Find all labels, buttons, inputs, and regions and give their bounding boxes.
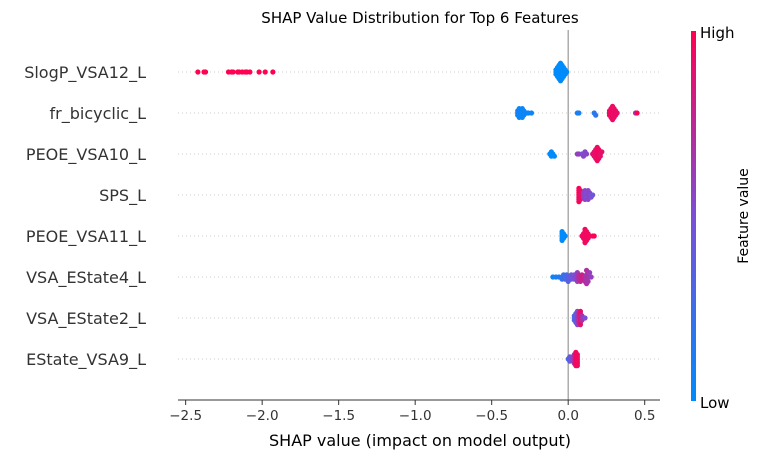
x-tick-label: 0.5 <box>634 408 655 424</box>
feature-row-guides <box>178 71 660 360</box>
x-tick-label: −1.5 <box>322 408 355 424</box>
shap-point <box>574 352 580 358</box>
x-axis-label: SHAP value (impact on model output) <box>269 431 571 450</box>
shap-point <box>202 69 209 75</box>
shap-point <box>262 69 268 75</box>
shap-point <box>591 233 597 239</box>
shap-point <box>583 151 590 157</box>
shap-point <box>528 110 535 116</box>
shap-point <box>551 153 558 159</box>
feature-label: PEOE_VSA10_L <box>26 145 146 165</box>
shap-point <box>247 69 253 75</box>
shap-point <box>577 308 584 314</box>
shap-point <box>597 153 603 159</box>
shap-point <box>195 69 201 75</box>
colorbar-title: Feature value <box>736 168 752 264</box>
x-tick-label: −2.5 <box>169 408 202 424</box>
shap-point <box>634 110 640 116</box>
shap-point <box>590 192 596 198</box>
shap-point <box>574 363 580 369</box>
shap-point <box>585 278 591 284</box>
feature-label: PEOE_VSA11_L <box>26 227 146 247</box>
shap-point <box>582 315 588 321</box>
feature-label: SPS_L <box>99 186 146 206</box>
x-axis-ticks: −2.5 −2.0 −1.5 −1.0 −0.5 0.0 0.5 <box>169 400 655 424</box>
colorbar <box>691 31 696 401</box>
feature-labels: SlogP_VSA12_L fr_bicyclic_L PEOE_VSA10_L SP… <box>24 63 146 370</box>
shap-point <box>270 69 276 75</box>
feature-label: fr_bicyclic_L <box>50 104 147 124</box>
feature-label: EState_VSA9_L <box>26 350 146 370</box>
shap-point <box>588 274 594 280</box>
feature-label: VSA_EState4_L <box>26 268 146 288</box>
shap-point <box>599 149 605 155</box>
shap-point <box>587 270 593 276</box>
shap-point <box>230 69 236 75</box>
colorbar-low-label: Low <box>700 394 730 412</box>
feature-label: SlogP_VSA12_L <box>24 63 146 83</box>
x-tick-label: −2.0 <box>246 408 279 424</box>
shap-point <box>577 322 584 328</box>
shap-point <box>562 233 568 239</box>
chart-title: SHAP Value Distribution for Top 6 Featur… <box>261 9 579 27</box>
shap-point <box>256 69 262 75</box>
shap-point <box>576 110 582 116</box>
feature-label: VSA_EState2_L <box>26 309 146 329</box>
shap-point <box>593 112 599 118</box>
shap-point <box>564 69 570 75</box>
x-tick-label: 0.0 <box>557 408 578 424</box>
x-tick-label: −1.0 <box>399 408 432 424</box>
shap-point <box>614 110 620 116</box>
colorbar-high-label: High <box>700 24 734 42</box>
shap-points <box>195 60 640 369</box>
x-tick-label: −0.5 <box>475 408 508 424</box>
